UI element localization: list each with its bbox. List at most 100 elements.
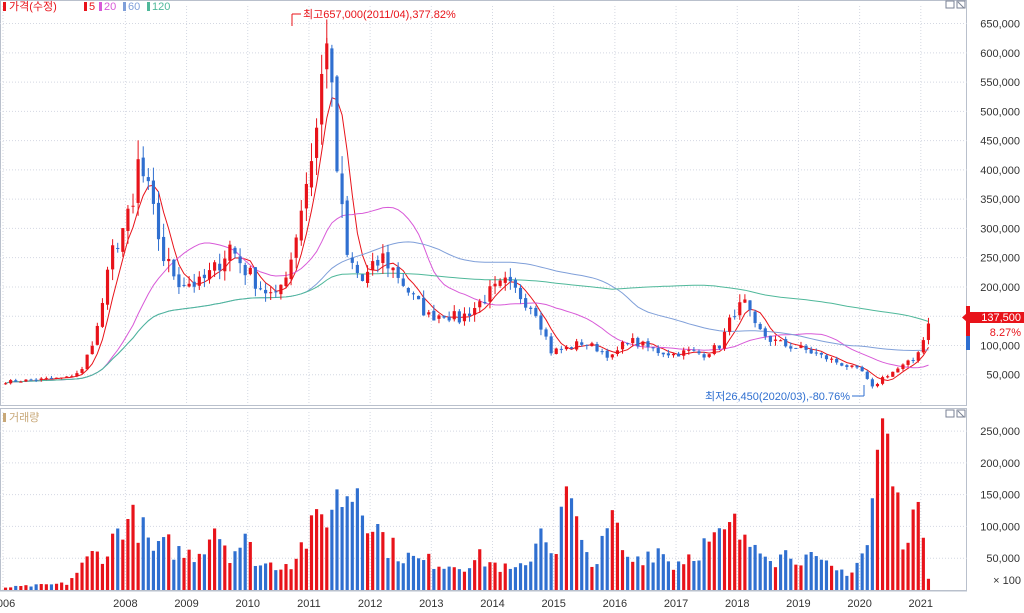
x-tick-label: 2012 — [358, 598, 382, 610]
candle-body — [784, 339, 788, 347]
volume-bar — [738, 539, 742, 590]
volume-bar — [692, 560, 696, 590]
volume-bar — [264, 563, 268, 590]
candle-body — [192, 281, 196, 287]
candle-body — [146, 177, 150, 182]
candle-body — [289, 259, 293, 279]
volume-bar — [411, 555, 416, 590]
x-tick-label: 2021 — [909, 598, 933, 610]
volume-bar — [279, 569, 283, 590]
candle-body — [554, 348, 558, 354]
candle-body — [223, 258, 227, 272]
candle-body — [3, 383, 8, 385]
volume-bar — [677, 561, 681, 590]
volume-maximize-icon[interactable] — [945, 409, 955, 418]
volume-bar — [508, 568, 512, 590]
candle-body — [121, 228, 125, 252]
panel-maximize-icon[interactable] — [945, 0, 955, 9]
volume-bar — [462, 571, 467, 590]
candle-body — [804, 345, 808, 350]
volume-bar — [636, 556, 640, 590]
candle-body — [90, 345, 94, 355]
volume-bar — [299, 542, 303, 590]
volume-bar — [340, 507, 344, 590]
candle-body — [172, 259, 176, 277]
candle-body — [350, 257, 354, 263]
candle-body — [569, 347, 574, 349]
candle-body — [315, 127, 319, 158]
candle-body — [870, 379, 874, 387]
candle-body — [753, 311, 757, 324]
low-annotation: 최저26,450(2020/03),-80.76% — [705, 385, 865, 403]
candle-body — [116, 247, 120, 249]
legend-ma20-label: 20 — [104, 1, 116, 13]
volume-bar — [773, 567, 778, 590]
candle-body — [498, 280, 502, 286]
volume-bar — [829, 565, 834, 590]
candle-body — [763, 328, 767, 337]
volume-bar — [840, 569, 844, 590]
volume-bar — [167, 534, 171, 590]
candle-body — [483, 301, 487, 304]
candle-body — [590, 343, 594, 347]
volume-bar — [238, 547, 242, 590]
volume-bar — [498, 571, 502, 590]
volume-bar — [575, 516, 579, 590]
candle-body — [141, 157, 145, 177]
volume-bar — [794, 564, 798, 590]
price-tick-label: 600,000 — [980, 48, 1020, 60]
candle-body — [677, 353, 681, 357]
last-price-tag: 137,500 8.27% — [962, 306, 1024, 350]
candle-body — [789, 346, 793, 349]
volume-bar — [779, 554, 783, 590]
candle-body — [9, 380, 13, 384]
candle-body — [136, 159, 140, 203]
volume-bar — [228, 563, 232, 590]
candle-body — [467, 313, 472, 316]
ma5-line — [5, 97, 929, 384]
candle-body — [758, 323, 762, 330]
candle-body — [258, 288, 263, 290]
volume-bar — [213, 528, 217, 590]
candle-body — [442, 315, 446, 318]
volume-y-axis: 50,000 100,000 150,000 200,000 250,000 — [980, 426, 1020, 565]
legend-ma120-label: 120 — [152, 1, 170, 13]
candle-body — [631, 338, 635, 344]
volume-unit-label: × 100 — [993, 575, 1021, 587]
x-tick-label: 2015 — [541, 598, 565, 610]
candle-body — [85, 354, 89, 370]
last-price-marker — [962, 312, 1024, 323]
volume-bar — [743, 534, 747, 590]
candle-body — [539, 315, 543, 330]
volume-bar — [284, 564, 288, 590]
volume-bar — [121, 539, 125, 590]
candle-body — [218, 263, 222, 271]
x-tick-label: 2011 — [297, 598, 321, 610]
legend-ma5-label: 5 — [89, 1, 95, 13]
candle-body — [294, 237, 298, 258]
candle-body — [54, 377, 59, 379]
price-tick-label: 300,000 — [980, 223, 1020, 235]
volume-tick-label: 50,000 — [986, 553, 1020, 565]
x-tick-label: 2019 — [786, 598, 810, 610]
price-y-axis: 50,000100,000150,000200,000250,000300,00… — [980, 19, 1020, 382]
candle-body — [840, 363, 844, 366]
volume-bar — [712, 532, 716, 590]
candle-body — [712, 345, 716, 354]
volume-bar — [401, 563, 405, 590]
volume-bar — [427, 553, 431, 590]
volume-bar — [891, 486, 895, 590]
candle-body — [524, 298, 528, 308]
volume-bar — [585, 552, 589, 590]
volume-bar — [722, 529, 727, 590]
candle-body — [202, 274, 206, 279]
volume-bar — [646, 551, 650, 590]
price-panel-controls[interactable] — [945, 0, 966, 9]
candle-body — [580, 342, 584, 345]
candle-body — [49, 377, 54, 379]
candle-body — [906, 360, 910, 365]
volume-bar — [717, 528, 721, 590]
volume-panel-controls[interactable] — [945, 409, 966, 418]
candle-body — [835, 358, 839, 363]
last-price-label: 137,500 — [981, 312, 1021, 324]
